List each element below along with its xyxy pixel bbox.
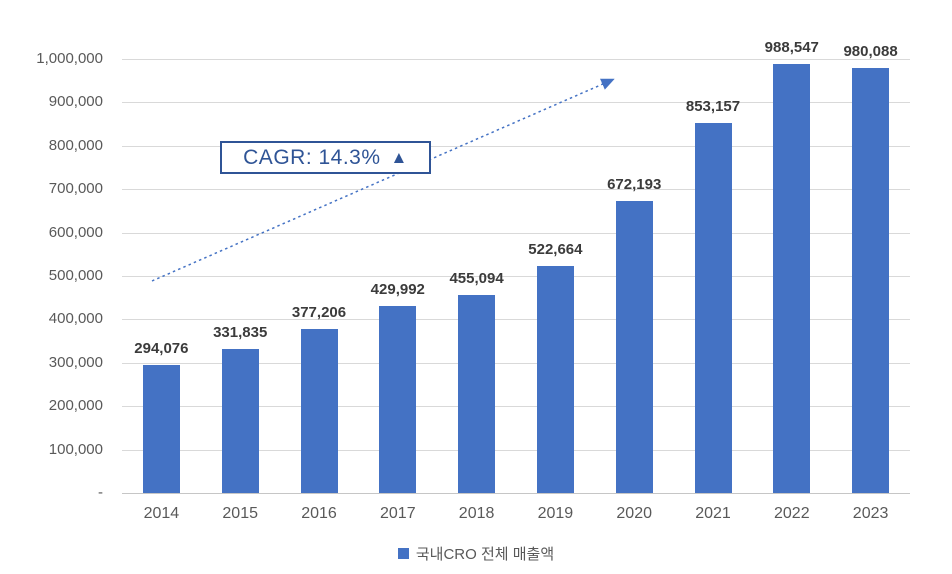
- x-axis-line: [122, 493, 910, 494]
- value-label-2016: 377,206: [291, 304, 347, 322]
- x-axis-tick-label: 2018: [458, 505, 495, 522]
- x-axis-tick-label: 2020: [616, 505, 652, 522]
- bar-2017: [379, 306, 417, 493]
- x-axis-tick-label: 2023: [852, 505, 889, 522]
- y-axis-tick-label: 500,000: [48, 267, 103, 284]
- gridline: [122, 362, 910, 364]
- y-axis-tick-label: 800,000: [48, 136, 103, 154]
- bar-2020: [615, 201, 653, 493]
- gridline: [122, 449, 910, 451]
- x-axis-tick-label: 2022: [774, 505, 810, 522]
- y-axis-tick-label: -: [98, 484, 103, 501]
- bar-2015: [221, 348, 259, 493]
- up-triangle-icon: ▲: [390, 148, 408, 167]
- y-axis-tick-label: 700,000: [48, 180, 103, 198]
- value-label-2015: 331,835: [213, 323, 268, 341]
- value-label-2019: 522,664: [528, 241, 583, 259]
- gridline: [122, 319, 910, 321]
- x-axis-tick-label: 2014: [143, 505, 180, 522]
- x-axis-tick-label: 2017: [380, 505, 416, 522]
- x-axis-tick-label: 2015: [222, 505, 258, 522]
- value-label-2017: 429,992: [370, 281, 425, 299]
- x-axis-tick-label: 2019: [537, 505, 574, 522]
- bar-2023: [852, 67, 890, 493]
- y-axis-tick-label: 400,000: [48, 310, 103, 328]
- gridline: [122, 406, 910, 408]
- legend-label: 국내CRO 전체 매출액: [415, 546, 555, 563]
- bar-2016: [300, 329, 338, 493]
- value-label-2021: 853,157: [685, 97, 741, 115]
- x-axis-tick-label: 2021: [695, 505, 731, 522]
- value-label-2023: 980,088: [843, 42, 898, 60]
- cagr-annotation-box: CAGR: 14.3% ▲: [220, 141, 431, 174]
- y-axis-tick-label: 900,000: [48, 93, 103, 111]
- value-label-2018: 455,094: [449, 270, 504, 288]
- y-axis-tick-label: 1,000,000: [36, 50, 103, 67]
- bar-2019: [536, 266, 574, 493]
- bar-2022: [773, 63, 811, 493]
- cagr-label: CAGR: 14.3%: [243, 145, 381, 169]
- x-axis-tick-label: 2016: [301, 505, 337, 522]
- y-axis-tick-label: 600,000: [48, 223, 103, 241]
- bar-2021: [694, 122, 732, 493]
- y-axis-tick-label: 200,000: [48, 397, 103, 415]
- value-label-2020: 672,193: [607, 176, 662, 194]
- legend: 국내CRO 전체 매출액: [0, 543, 952, 564]
- y-axis-tick-label: 300,000: [48, 353, 103, 371]
- legend-marker-square: [397, 548, 409, 559]
- bar-2014: [142, 365, 180, 493]
- bar-2018: [458, 295, 496, 493]
- y-axis-tick-label: 100,000: [48, 440, 103, 458]
- gridline: [122, 59, 910, 60]
- value-label-2022: 988,547: [764, 38, 819, 56]
- value-label-2014: 294,076: [134, 340, 189, 358]
